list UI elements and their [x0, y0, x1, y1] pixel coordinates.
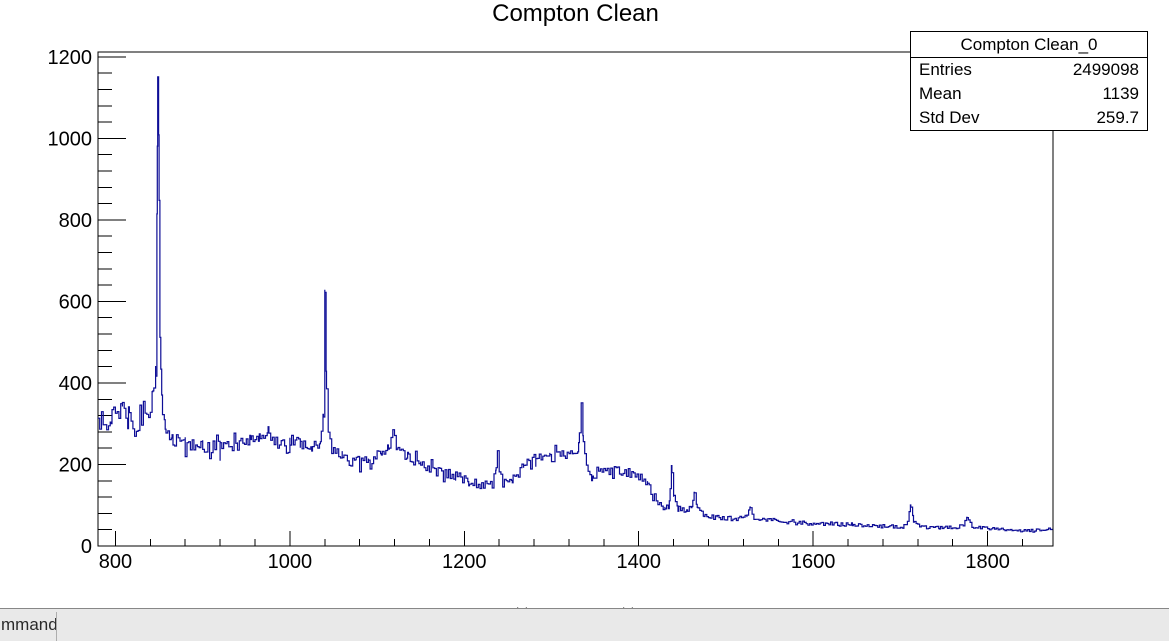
svg-text:800: 800	[99, 551, 132, 573]
svg-text:0: 0	[81, 536, 92, 558]
stats-value: 2499098	[1072, 60, 1139, 79]
status-bar: mmand	[0, 609, 1169, 641]
svg-text:600: 600	[59, 291, 92, 313]
command-tab[interactable]: mmand	[1, 615, 58, 634]
stats-row-mean: Mean 1139	[911, 82, 1147, 106]
svg-text:800: 800	[59, 210, 92, 232]
stats-label: Std Dev	[919, 108, 980, 127]
stats-row-entries: Entries 2499098	[911, 58, 1147, 82]
chart-title: Compton Clean	[492, 0, 659, 27]
svg-text:1600: 1600	[791, 551, 836, 573]
stats-box-title: Compton Clean_0	[911, 32, 1147, 58]
svg-text:1800: 1800	[965, 551, 1010, 573]
statusbar-separator	[56, 612, 57, 641]
svg-text:1000: 1000	[48, 128, 93, 150]
stats-label: Entries	[919, 60, 972, 79]
stats-label: Mean	[919, 84, 962, 103]
svg-text:1200: 1200	[442, 551, 487, 573]
stats-box[interactable]: Compton Clean_0 Entries 2499098 Mean 113…	[910, 31, 1148, 131]
stats-value: 1139	[1102, 84, 1139, 103]
svg-text:1200: 1200	[48, 47, 93, 69]
histogram-plot[interactable]: 800 1000 1200 1400 1600 1800 0 200 400 600 800 1000…	[0, 0, 1169, 600]
svg-text:400: 400	[59, 373, 92, 395]
stats-row-stddev: Std Dev 259.7	[911, 106, 1147, 130]
svg-text:1000: 1000	[268, 551, 313, 573]
stats-value: 259.7	[1096, 108, 1139, 127]
svg-text:200: 200	[59, 454, 92, 476]
svg-text:1400: 1400	[616, 551, 661, 573]
statusbar-top-border	[0, 608, 1169, 609]
